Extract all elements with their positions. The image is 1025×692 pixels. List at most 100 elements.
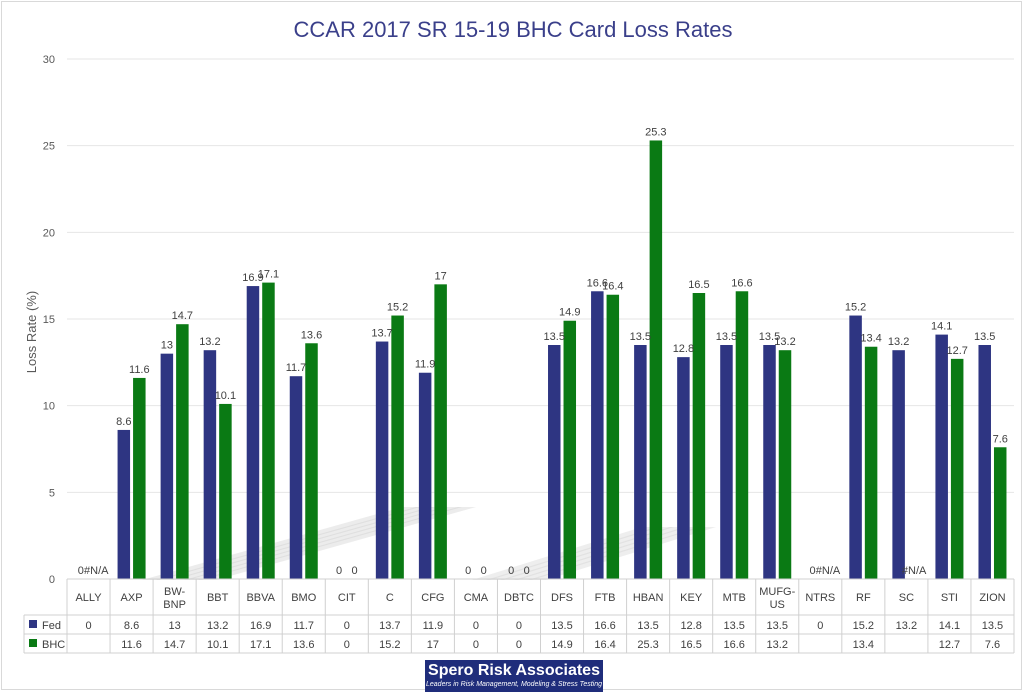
category-label: HBAN	[633, 592, 664, 604]
data-label: 13.4	[860, 333, 881, 345]
data-label: 13.2	[888, 336, 909, 348]
table-cell: 14.1	[939, 620, 960, 632]
data-label: 11.7	[286, 362, 307, 374]
spero-logo: Spero Risk Associates Leaders in Risk Ma…	[425, 660, 603, 692]
bar-bhc	[735, 291, 749, 579]
bar-fed	[246, 286, 260, 579]
bar-bhc	[305, 343, 318, 579]
data-label: 13	[161, 340, 173, 352]
table-cell: 16.6	[594, 620, 615, 632]
data-label: 13.5	[630, 331, 651, 343]
table-cell: 13.5	[551, 620, 572, 632]
bar-bhc	[692, 293, 706, 579]
bar-fed	[935, 334, 948, 579]
table-cell: 0	[473, 620, 479, 632]
y-tick-labels: 0 5 10 15 20 25 30	[43, 54, 55, 586]
table-cell: 16.9	[250, 620, 271, 632]
category-label: SC	[899, 592, 914, 604]
bar-bhc	[993, 447, 1007, 579]
bar-fed	[548, 345, 561, 579]
bar-fed	[160, 353, 174, 579]
bar-bhc	[950, 358, 964, 579]
table-cell: 13.5	[637, 620, 658, 632]
table-cell: 0	[473, 639, 479, 651]
table-cell: 14.7	[164, 639, 185, 651]
table-cell: 11.7	[293, 620, 314, 632]
table-cell: 0	[344, 639, 350, 651]
bar-fed	[591, 291, 604, 579]
table-cell: 13.7	[379, 620, 400, 632]
data-label: 15.2	[387, 302, 408, 314]
bar-bhc	[778, 350, 792, 579]
logo-brand: Spero Risk Associates	[428, 662, 600, 679]
table-cell: 13.5	[767, 620, 788, 632]
bar-bhc	[219, 403, 232, 579]
data-label: 0	[465, 565, 471, 577]
category-label: MUFG-US	[759, 586, 795, 611]
category-label: BBVA	[246, 592, 275, 604]
table-cell: 15.2	[379, 639, 400, 651]
bars	[117, 140, 1007, 579]
bar-bhc	[434, 284, 447, 579]
data-label: 15.2	[845, 302, 866, 314]
bar-bhc	[563, 320, 577, 579]
bar-bhc	[606, 294, 620, 579]
data-label: 13.5	[759, 331, 780, 343]
y-tick-label: 15	[43, 314, 55, 326]
category-label: BW-BNP	[163, 586, 186, 611]
category-label: C	[386, 592, 394, 604]
watermark-stripe	[486, 527, 674, 580]
data-labels: 0 #N/A8.611.61314.713.210.116.917.111.713…	[78, 126, 1008, 577]
category-label: BMO	[291, 592, 317, 604]
y-tick-label: 20	[43, 227, 55, 239]
bar-fed	[117, 429, 131, 579]
table-cell: 15.2	[853, 620, 874, 632]
data-label: 14.7	[172, 310, 193, 322]
table-cell: 0	[516, 620, 522, 632]
bar-fed	[978, 345, 991, 579]
legend-key-bhc	[29, 639, 37, 647]
table-cell: 16.5	[680, 639, 701, 651]
data-label: 13.5	[974, 331, 995, 343]
data-label: 17.1	[258, 269, 279, 281]
table-cell: 13.2	[767, 639, 788, 651]
table-cell: 13.2	[896, 620, 917, 632]
data-label: 16.4	[602, 281, 623, 293]
table-cell: 13.6	[293, 639, 314, 651]
bar-fed	[375, 341, 389, 579]
table-cell: 13.5	[982, 620, 1003, 632]
table-cell: 16.6	[723, 639, 744, 651]
data-label: 11.6	[129, 364, 150, 376]
category-label: FTB	[595, 592, 616, 604]
table-cell: 17.1	[250, 639, 271, 651]
data-label: #N/A	[84, 565, 109, 577]
bar-fed	[418, 372, 432, 579]
category-label: STI	[941, 592, 958, 604]
table-cell: 13.4	[853, 639, 874, 651]
y-axis-label: Loss Rate (%)	[24, 291, 39, 373]
data-label: #N/A	[902, 565, 927, 577]
category-label: DBTC	[504, 592, 534, 604]
data-label: 17	[435, 270, 447, 282]
data-label: 13.2	[199, 336, 220, 348]
bar-fed	[892, 350, 905, 579]
category-label: MTB	[723, 592, 746, 604]
data-label: 13.5	[716, 331, 737, 343]
table-cell: 16.4	[594, 639, 615, 651]
bar-bhc	[176, 324, 189, 579]
chart-title: CCAR 2017 SR 15-19 BHC Card Loss Rates	[294, 17, 733, 42]
data-label: 12.8	[673, 343, 694, 355]
table-cell: 0	[817, 620, 823, 632]
data-label: 11.9	[415, 359, 436, 371]
data-label: 14.1	[931, 321, 952, 333]
bar-bhc	[133, 377, 146, 579]
table-cell: 0	[344, 620, 350, 632]
data-label: 16.5	[688, 279, 709, 291]
y-tick-label: 10	[43, 401, 55, 413]
table-cell: 13.2	[207, 620, 228, 632]
legend-key-fed	[29, 620, 37, 628]
table-cell: 12.7	[939, 639, 960, 651]
y-tick-label: 30	[43, 54, 55, 66]
table-cell: 12.8	[680, 620, 701, 632]
